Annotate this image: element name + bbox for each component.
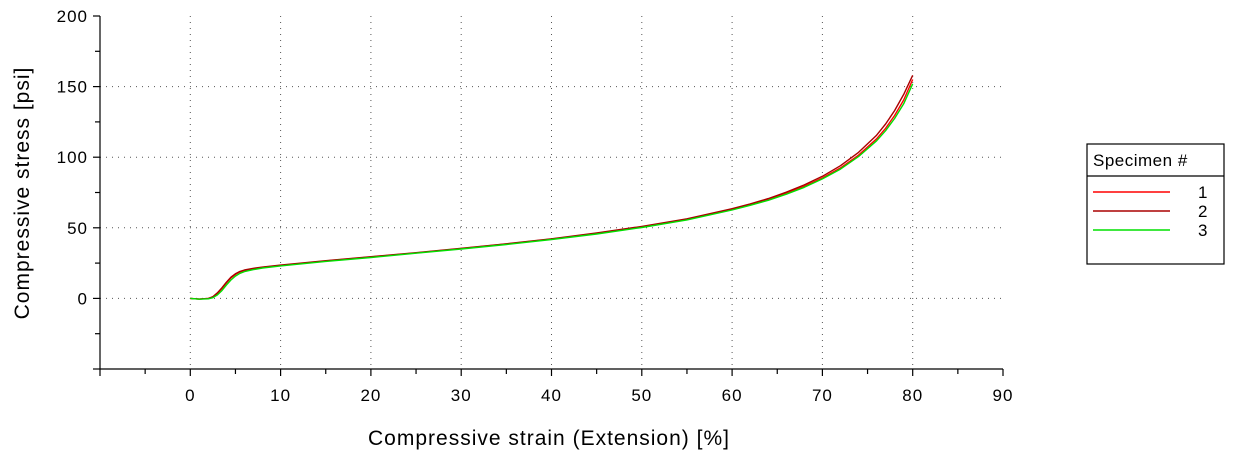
x-tick-label: 10 xyxy=(270,386,291,405)
y-axis-title: Compressive stress [psi] xyxy=(11,67,34,320)
legend-label-2: 2 xyxy=(1198,202,1208,221)
legend-items: 123 xyxy=(1093,183,1208,240)
series-line-3 xyxy=(190,83,914,300)
x-tick-label: 90 xyxy=(993,386,1014,405)
x-tick-label: 0 xyxy=(185,386,195,405)
x-tick-label: 80 xyxy=(902,386,923,405)
legend-label-3: 3 xyxy=(1198,221,1208,240)
grid xyxy=(100,16,1003,369)
y-tick-label: 200 xyxy=(57,7,88,26)
y-tick-label: 150 xyxy=(57,78,88,97)
x-tick-label: 60 xyxy=(722,386,743,405)
x-tick-label: 40 xyxy=(541,386,562,405)
legend-label-1: 1 xyxy=(1198,183,1208,202)
axes: 0 10 20 30 40 50 60 70 80 90 0 50 100 150 200 xyxy=(57,7,1014,405)
x-tick-label: 30 xyxy=(451,386,472,405)
legend-title: Specimen # xyxy=(1093,151,1188,170)
legend-frame xyxy=(1086,143,1225,265)
x-axis-title: Compressive strain (Extension) [%] xyxy=(368,427,730,450)
legend: Specimen # 123 xyxy=(1086,143,1225,265)
y-tick-label: 50 xyxy=(67,219,88,238)
x-tick-label: 70 xyxy=(812,386,833,405)
y-tick-label: 100 xyxy=(57,148,88,167)
x-tick-label: 50 xyxy=(631,386,652,405)
series-lines xyxy=(190,75,914,300)
x-tick-label: 20 xyxy=(360,386,381,405)
y-tick-label: 0 xyxy=(78,289,88,308)
